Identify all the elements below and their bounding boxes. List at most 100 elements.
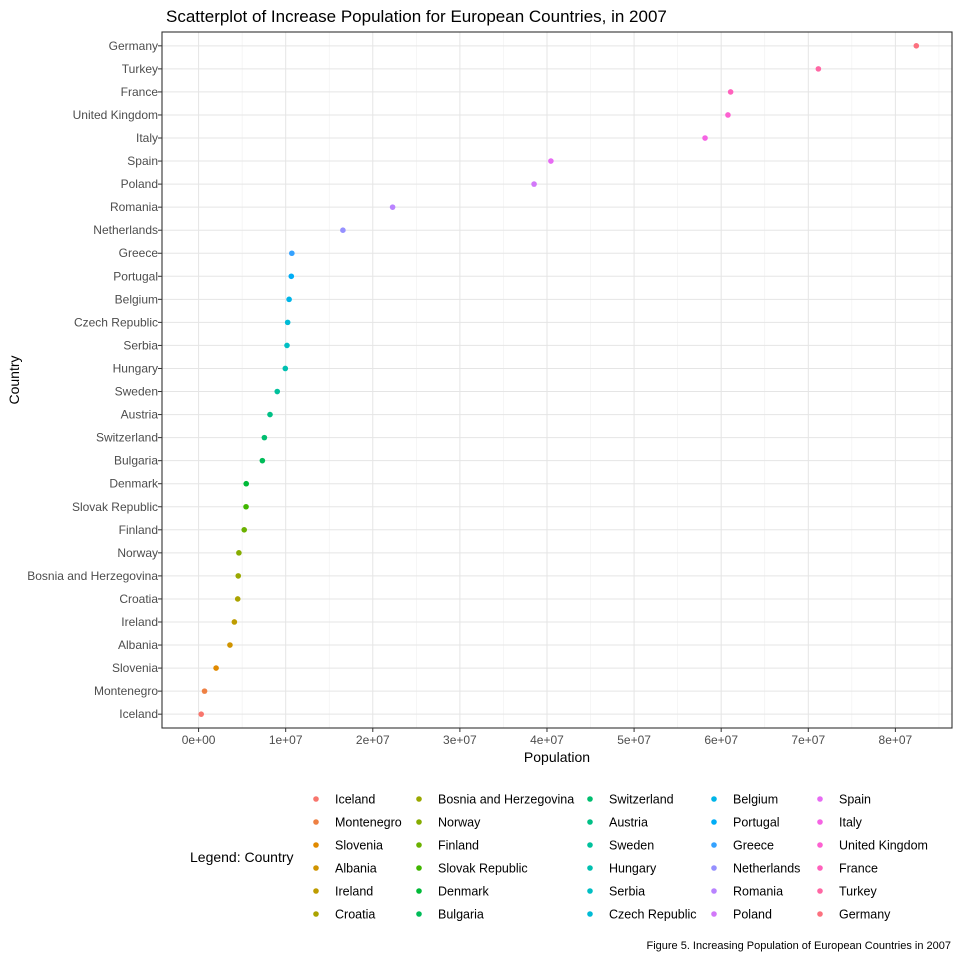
y-tick-label: Portugal <box>113 269 158 283</box>
y-tick-label: Romania <box>110 200 158 214</box>
legend-label: Denmark <box>438 885 489 899</box>
legend-label: Bosnia and Herzegovina <box>438 793 574 807</box>
legend-label: Portugal <box>733 816 780 830</box>
legend-key <box>313 865 319 871</box>
legend-key <box>416 819 422 825</box>
x-tick-label: 7e+07 <box>791 733 825 747</box>
data-point-poland <box>531 181 537 187</box>
data-point-turkey <box>815 66 822 72</box>
legend-key <box>817 865 823 871</box>
legend-label: Serbia <box>609 885 645 899</box>
data-point-netherlands <box>340 227 346 233</box>
data-point-ireland <box>231 619 238 625</box>
x-tick-label: 4e+07 <box>530 733 564 747</box>
legend-label: Slovak Republic <box>438 862 528 876</box>
data-point-bosnia-and-herzegovina <box>235 573 242 579</box>
legend-key <box>587 888 593 894</box>
y-tick-label: Slovak Republic <box>72 500 158 514</box>
legend-key <box>313 911 319 917</box>
y-tick-label: Germany <box>109 39 158 53</box>
data-point-croatia <box>234 596 241 602</box>
y-tick-label: Ireland <box>121 615 158 629</box>
legend-label: Ireland <box>335 885 373 899</box>
legend-key <box>587 842 593 848</box>
legend-key <box>416 888 422 894</box>
data-point-united-kingdom <box>725 112 731 118</box>
legend-key <box>711 819 717 825</box>
data-point-denmark <box>243 480 250 487</box>
data-point-portugal <box>288 273 295 280</box>
legend-key <box>587 865 593 871</box>
legend-label: Slovenia <box>335 839 383 853</box>
legend-label: Greece <box>733 839 774 853</box>
legend-label: Austria <box>609 816 648 830</box>
x-tick-label: 5e+07 <box>617 733 651 747</box>
y-tick-label: Austria <box>121 408 159 422</box>
data-point-romania <box>389 204 396 210</box>
x-axis-title: Population <box>524 749 590 765</box>
y-axis-title: Country <box>6 355 22 404</box>
legend-label: France <box>839 862 878 876</box>
legend-key <box>711 865 717 871</box>
y-tick-label: United Kingdom <box>73 108 158 122</box>
legend-key <box>711 796 717 802</box>
y-tick-label: Czech Republic <box>74 315 158 329</box>
panel-background <box>162 32 952 728</box>
legend-label: Switzerland <box>609 793 674 807</box>
y-tick-label: Bulgaria <box>114 454 158 468</box>
data-point-serbia <box>284 342 290 349</box>
plot-panel <box>161 31 953 729</box>
data-point-italy <box>702 135 708 141</box>
data-point-bulgaria <box>259 457 266 464</box>
y-tick-label: Netherlands <box>93 223 158 237</box>
data-point-spain <box>548 158 554 164</box>
legend-label: Turkey <box>839 885 877 899</box>
y-tick-label: Hungary <box>113 361 158 375</box>
y-tick-label: Spain <box>127 154 158 168</box>
x-axis: 0e+00 1e+07 2e+07 3e+07 4e+07 5e+07 6e+07 7e+07… <box>182 728 913 747</box>
legend-key <box>817 911 823 917</box>
legend-label: Sweden <box>609 839 654 853</box>
y-tick-label: Iceland <box>119 707 158 721</box>
legend-key <box>587 911 593 917</box>
legend-key <box>711 911 717 917</box>
panel-border <box>161 31 953 729</box>
x-tick-label: 2e+07 <box>356 733 390 747</box>
y-tick-label: Bosnia and Herzegovina <box>27 569 158 583</box>
y-tick-label: Belgium <box>115 292 158 306</box>
y-tick-label: Italy <box>136 131 158 145</box>
data-point-slovak-republic <box>243 503 249 510</box>
legend-label: Czech Republic <box>609 908 697 922</box>
y-tick-label: Greece <box>119 246 159 260</box>
data-point-switzerland <box>261 434 268 441</box>
data-point-iceland <box>198 711 205 717</box>
legend-key <box>313 842 319 848</box>
y-tick-label: Denmark <box>109 477 159 491</box>
legend-label: Poland <box>733 908 772 922</box>
legend-label: Spain <box>839 793 871 807</box>
chart-title: Scatterplot of Increase Population for E… <box>166 7 667 26</box>
legend-label: Bulgaria <box>438 908 484 922</box>
y-tick-label: Serbia <box>123 338 158 352</box>
legend-label: Hungary <box>609 862 657 876</box>
y-axis: Iceland Montenegro Slovenia Albania Ireland C… <box>27 39 162 721</box>
data-points <box>198 43 920 717</box>
legend-key <box>416 911 422 917</box>
legend-label: Albania <box>335 862 377 876</box>
legend-label: Netherlands <box>733 862 800 876</box>
y-tick-label: Finland <box>119 523 158 537</box>
y-tick-label: Slovenia <box>112 661 158 675</box>
data-point-norway <box>236 550 242 556</box>
x-tick-label: 6e+07 <box>704 733 738 747</box>
y-tick-label: Poland <box>121 177 158 191</box>
legend-label: Romania <box>733 885 783 899</box>
data-point-germany <box>913 43 920 49</box>
legend-key <box>817 888 823 894</box>
figure-caption: Figure 5. Increasing Population of Europ… <box>646 940 951 952</box>
y-tick-label: Switzerland <box>96 431 158 445</box>
legend-label: Iceland <box>335 793 375 807</box>
y-tick-label: Norway <box>117 546 158 560</box>
legend-key <box>817 819 823 825</box>
data-point-france <box>727 89 734 95</box>
